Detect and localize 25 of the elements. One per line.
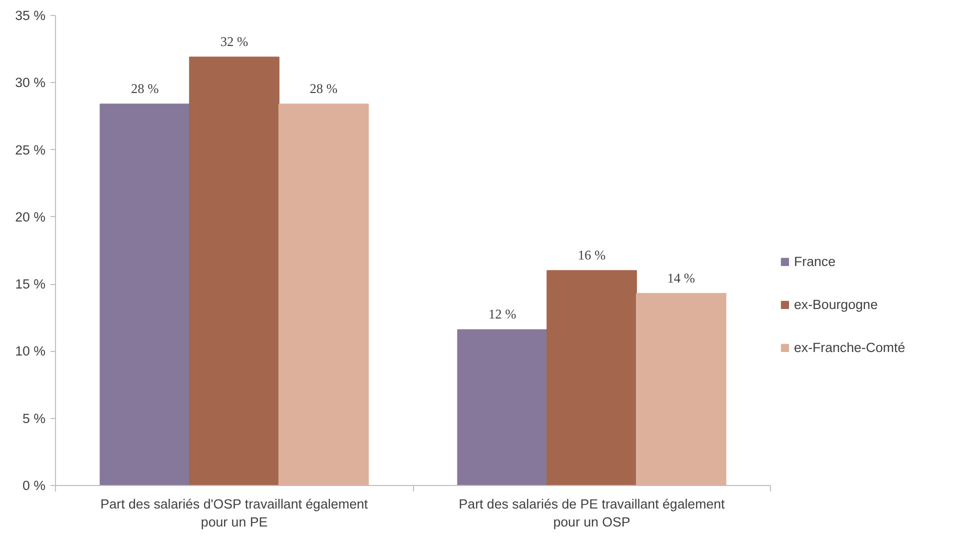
data-label: 14 % bbox=[667, 270, 696, 286]
x-tick-label: Part des salariés d'OSP travaillant également pour un PE bbox=[100, 496, 368, 530]
data-label: 28 % bbox=[310, 81, 338, 96]
y-tick-label: 10 % bbox=[15, 344, 46, 359]
y-tick-label: 15 % bbox=[15, 276, 46, 292]
y-tick-label: 20 % bbox=[15, 209, 46, 224]
bar bbox=[189, 56, 280, 486]
bar bbox=[546, 270, 637, 486]
data-label: 16 % bbox=[578, 248, 606, 263]
y-tick-label: 35 % bbox=[15, 8, 46, 23]
bar bbox=[278, 104, 369, 486]
data-label: 12 % bbox=[488, 306, 516, 322]
data-label: 28 % bbox=[130, 81, 159, 96]
x-tick-label: Part des salariés de PE travaillant également pour un OSP bbox=[458, 496, 726, 530]
y-tick-label: 25 % bbox=[15, 142, 46, 158]
legend-label: ex-Franche-Comté bbox=[794, 340, 906, 355]
legend-label: ex-Bourgogne bbox=[794, 297, 878, 312]
legend-label: France bbox=[794, 254, 836, 269]
y-tick-label: 5 % bbox=[22, 410, 46, 426]
bar bbox=[636, 292, 726, 486]
bar bbox=[100, 104, 190, 486]
bar bbox=[457, 329, 548, 486]
data-label: 32 % bbox=[220, 34, 248, 50]
y-tick-label: 30 % bbox=[15, 75, 46, 90]
y-tick-label: 0 % bbox=[22, 478, 46, 493]
